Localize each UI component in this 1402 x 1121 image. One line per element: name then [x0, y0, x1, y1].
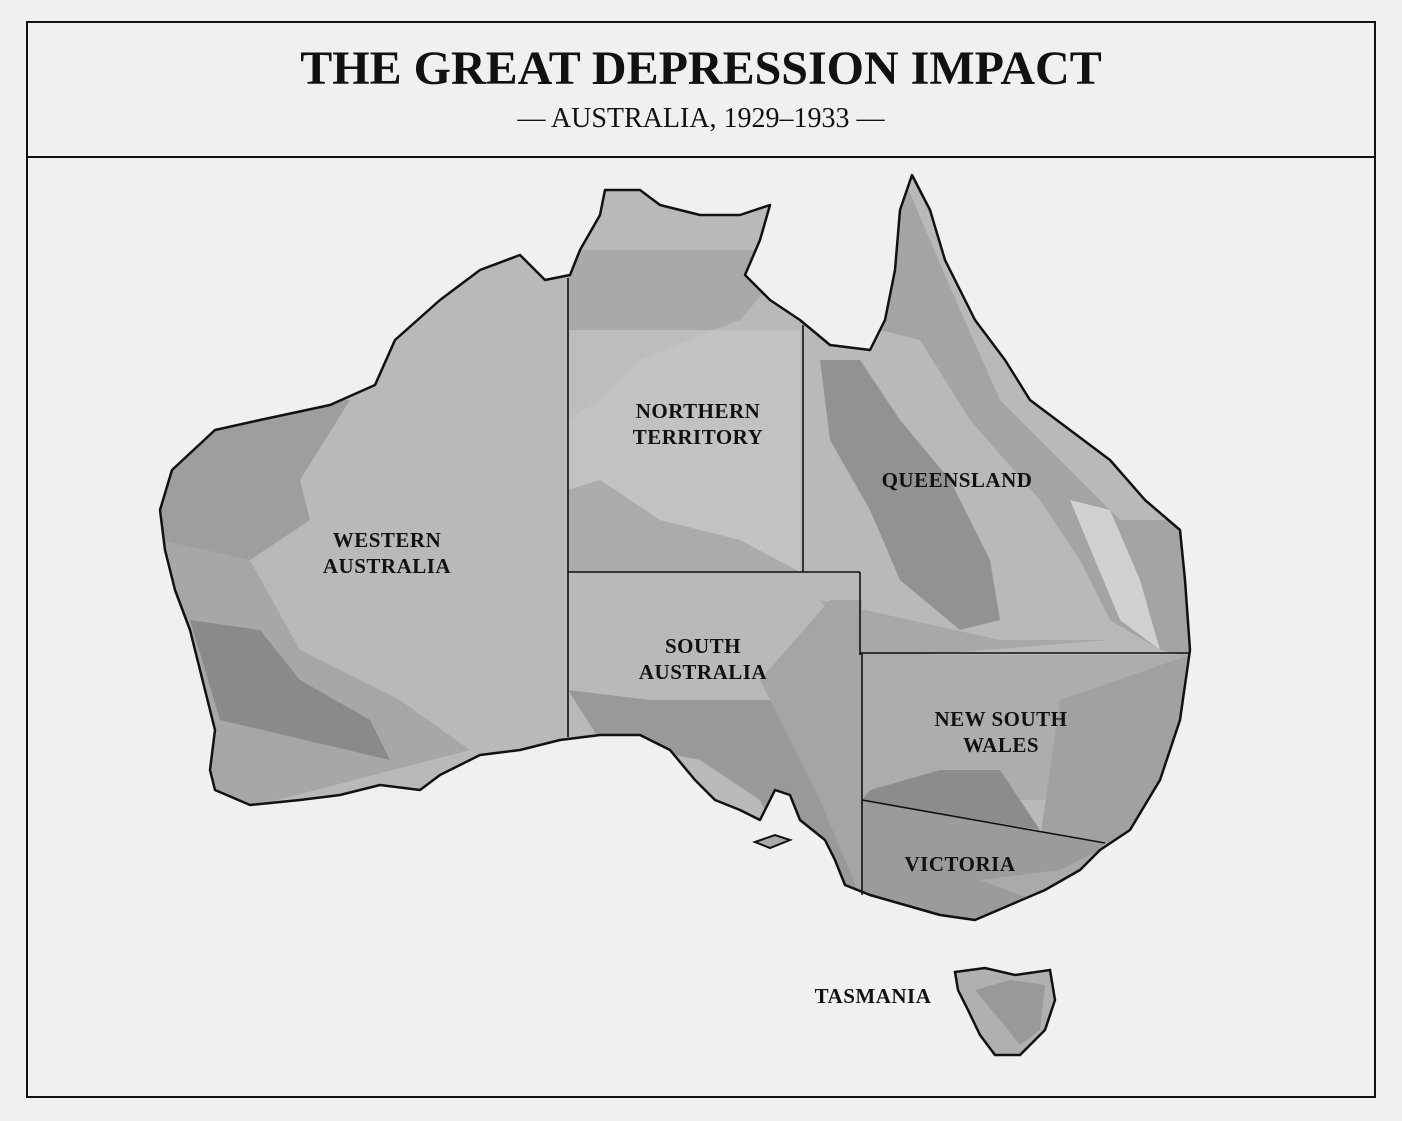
region-label: VICTORIA — [905, 852, 1016, 876]
region-labels: WESTERNAUSTRALIANORTHERNTERRITORYQUEENSL… — [323, 399, 1067, 1008]
region-label: AUSTRALIA — [639, 660, 768, 684]
region-label: TASMANIA — [815, 984, 932, 1008]
frame — [26, 21, 1376, 1098]
region-label: WESTERN — [333, 528, 442, 552]
region-label: WALES — [963, 733, 1039, 757]
tasmania-shading — [975, 980, 1045, 1045]
state-borders — [567, 278, 1190, 895]
region-label: TERRITORY — [633, 425, 764, 449]
region-label: QUEENSLAND — [882, 468, 1033, 492]
kangaroo-island — [752, 833, 793, 850]
region-label: AUSTRALIA — [323, 554, 452, 578]
region-label: SOUTH — [665, 634, 741, 658]
region-label: NORTHERN — [636, 399, 761, 423]
region-label: NEW SOUTH — [934, 707, 1067, 731]
subtitle: — AUSTRALIA, 1929–1933 — — [516, 103, 885, 134]
coastline — [158, 173, 1192, 922]
title: THE GREAT DEPRESSION IMPACT — [300, 42, 1101, 95]
